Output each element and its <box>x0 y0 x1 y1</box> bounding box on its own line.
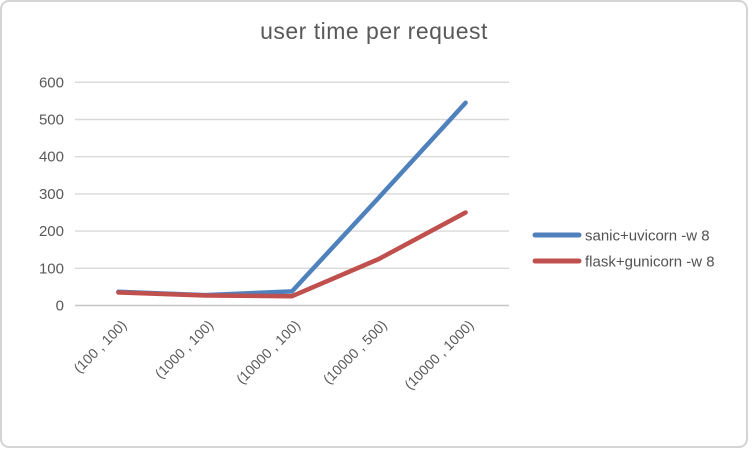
y-axis-tick-label: 600 <box>39 74 64 91</box>
line-chart: 0 100 200 300 400 500 600 (100 , 100) (1000 , 10… <box>39 74 715 393</box>
y-axis-tick-label: 0 <box>56 298 64 315</box>
y-axis-tick-label: 200 <box>39 223 64 240</box>
y-axis-tick-label: 500 <box>39 112 64 129</box>
x-axis-category-label: (10000 , 500) <box>320 317 390 387</box>
series-line-flask <box>116 210 468 299</box>
chart-title: user time per request <box>260 18 488 44</box>
x-axis-category-label: (1000 , 100) <box>152 317 217 382</box>
series-line-sanic <box>116 100 468 298</box>
y-axis-tick-label: 400 <box>39 149 64 166</box>
y-axis-tick-label: 300 <box>39 186 64 203</box>
x-axis-category-label: (10000 , 100) <box>233 317 303 387</box>
legend-label: sanic+uvicorn -w 8 <box>585 228 710 245</box>
x-axis-category-label: (100 , 100) <box>70 317 129 376</box>
x-axis-category-label: (10000 , 1000) <box>401 317 477 393</box>
legend-label: flask+gunicorn -w 8 <box>585 254 715 271</box>
y-axis-tick-label: 100 <box>39 260 64 277</box>
